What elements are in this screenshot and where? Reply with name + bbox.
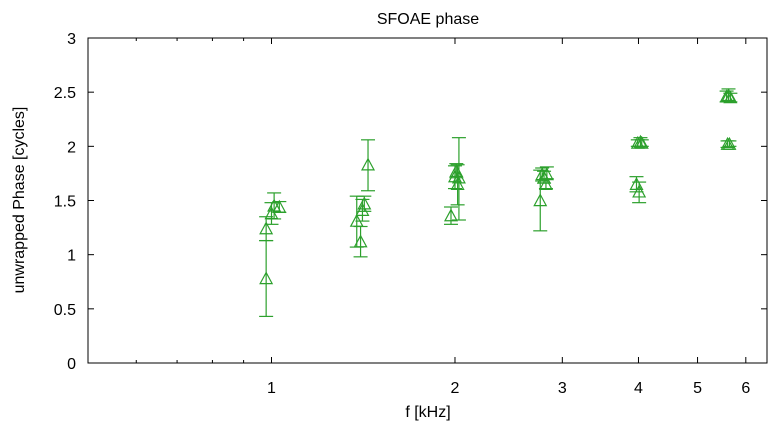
- triangle-marker: [722, 136, 737, 150]
- data-point: [632, 181, 647, 204]
- y-tick-label: 2.5: [54, 85, 76, 102]
- x-tick-label: 2: [451, 380, 460, 397]
- triangle-marker: [533, 193, 548, 207]
- data-point: [723, 90, 738, 104]
- plot-frame: [87, 37, 768, 364]
- data-point: [443, 206, 458, 225]
- data-point: [721, 88, 736, 102]
- data-point: [634, 135, 649, 149]
- triangle-marker: [633, 134, 648, 148]
- y-axis-label: unwrapped Phase [cycles]: [11, 107, 28, 294]
- y-tick-label: 2: [67, 139, 76, 156]
- triangle-marker: [355, 202, 370, 216]
- triangle-marker: [361, 157, 376, 171]
- triangle-marker: [632, 184, 647, 198]
- triangle-marker: [357, 196, 372, 210]
- data-point: [355, 198, 370, 222]
- data-point: [451, 137, 466, 221]
- triangle-marker: [721, 88, 736, 102]
- triangle-marker: [451, 170, 466, 184]
- x-axis-label: f [kHz]: [405, 404, 450, 421]
- y-tick-label: 0: [67, 356, 76, 373]
- x-tick-label: 1: [267, 380, 276, 397]
- x-tick-label: 4: [634, 380, 643, 397]
- x-tick-label: 3: [558, 380, 567, 397]
- triangle-marker: [538, 176, 553, 190]
- data-point: [353, 225, 368, 258]
- triangle-marker: [443, 208, 458, 222]
- data-point: [272, 199, 287, 214]
- triangle-marker: [353, 234, 368, 248]
- y-tick-label: 3: [67, 31, 76, 48]
- data-point: [361, 139, 376, 192]
- y-tick-label: 0.5: [54, 302, 76, 319]
- data-point: [533, 169, 548, 232]
- data-points: [259, 88, 738, 318]
- y-tick-label: 1.5: [54, 194, 76, 211]
- triangle-marker: [259, 221, 274, 235]
- triangle-marker: [259, 271, 274, 285]
- triangle-marker: [450, 176, 465, 190]
- data-point: [450, 164, 465, 206]
- data-point: [722, 136, 737, 150]
- chart-title: SFOAE phase: [377, 11, 479, 28]
- axis-ticks: 0 0.5 1 1.5 2 2.5 3 1 2 3 4 5 6: [54, 31, 767, 397]
- triangle-marker: [723, 90, 738, 104]
- x-tick-label: 5: [693, 380, 702, 397]
- triangle-marker: [272, 199, 287, 213]
- triangle-marker: [539, 167, 554, 181]
- x-tick-label: 6: [741, 380, 750, 397]
- triangle-marker: [634, 135, 649, 149]
- data-point: [539, 166, 554, 181]
- y-tick-label: 1: [67, 248, 76, 265]
- data-point: [357, 195, 372, 212]
